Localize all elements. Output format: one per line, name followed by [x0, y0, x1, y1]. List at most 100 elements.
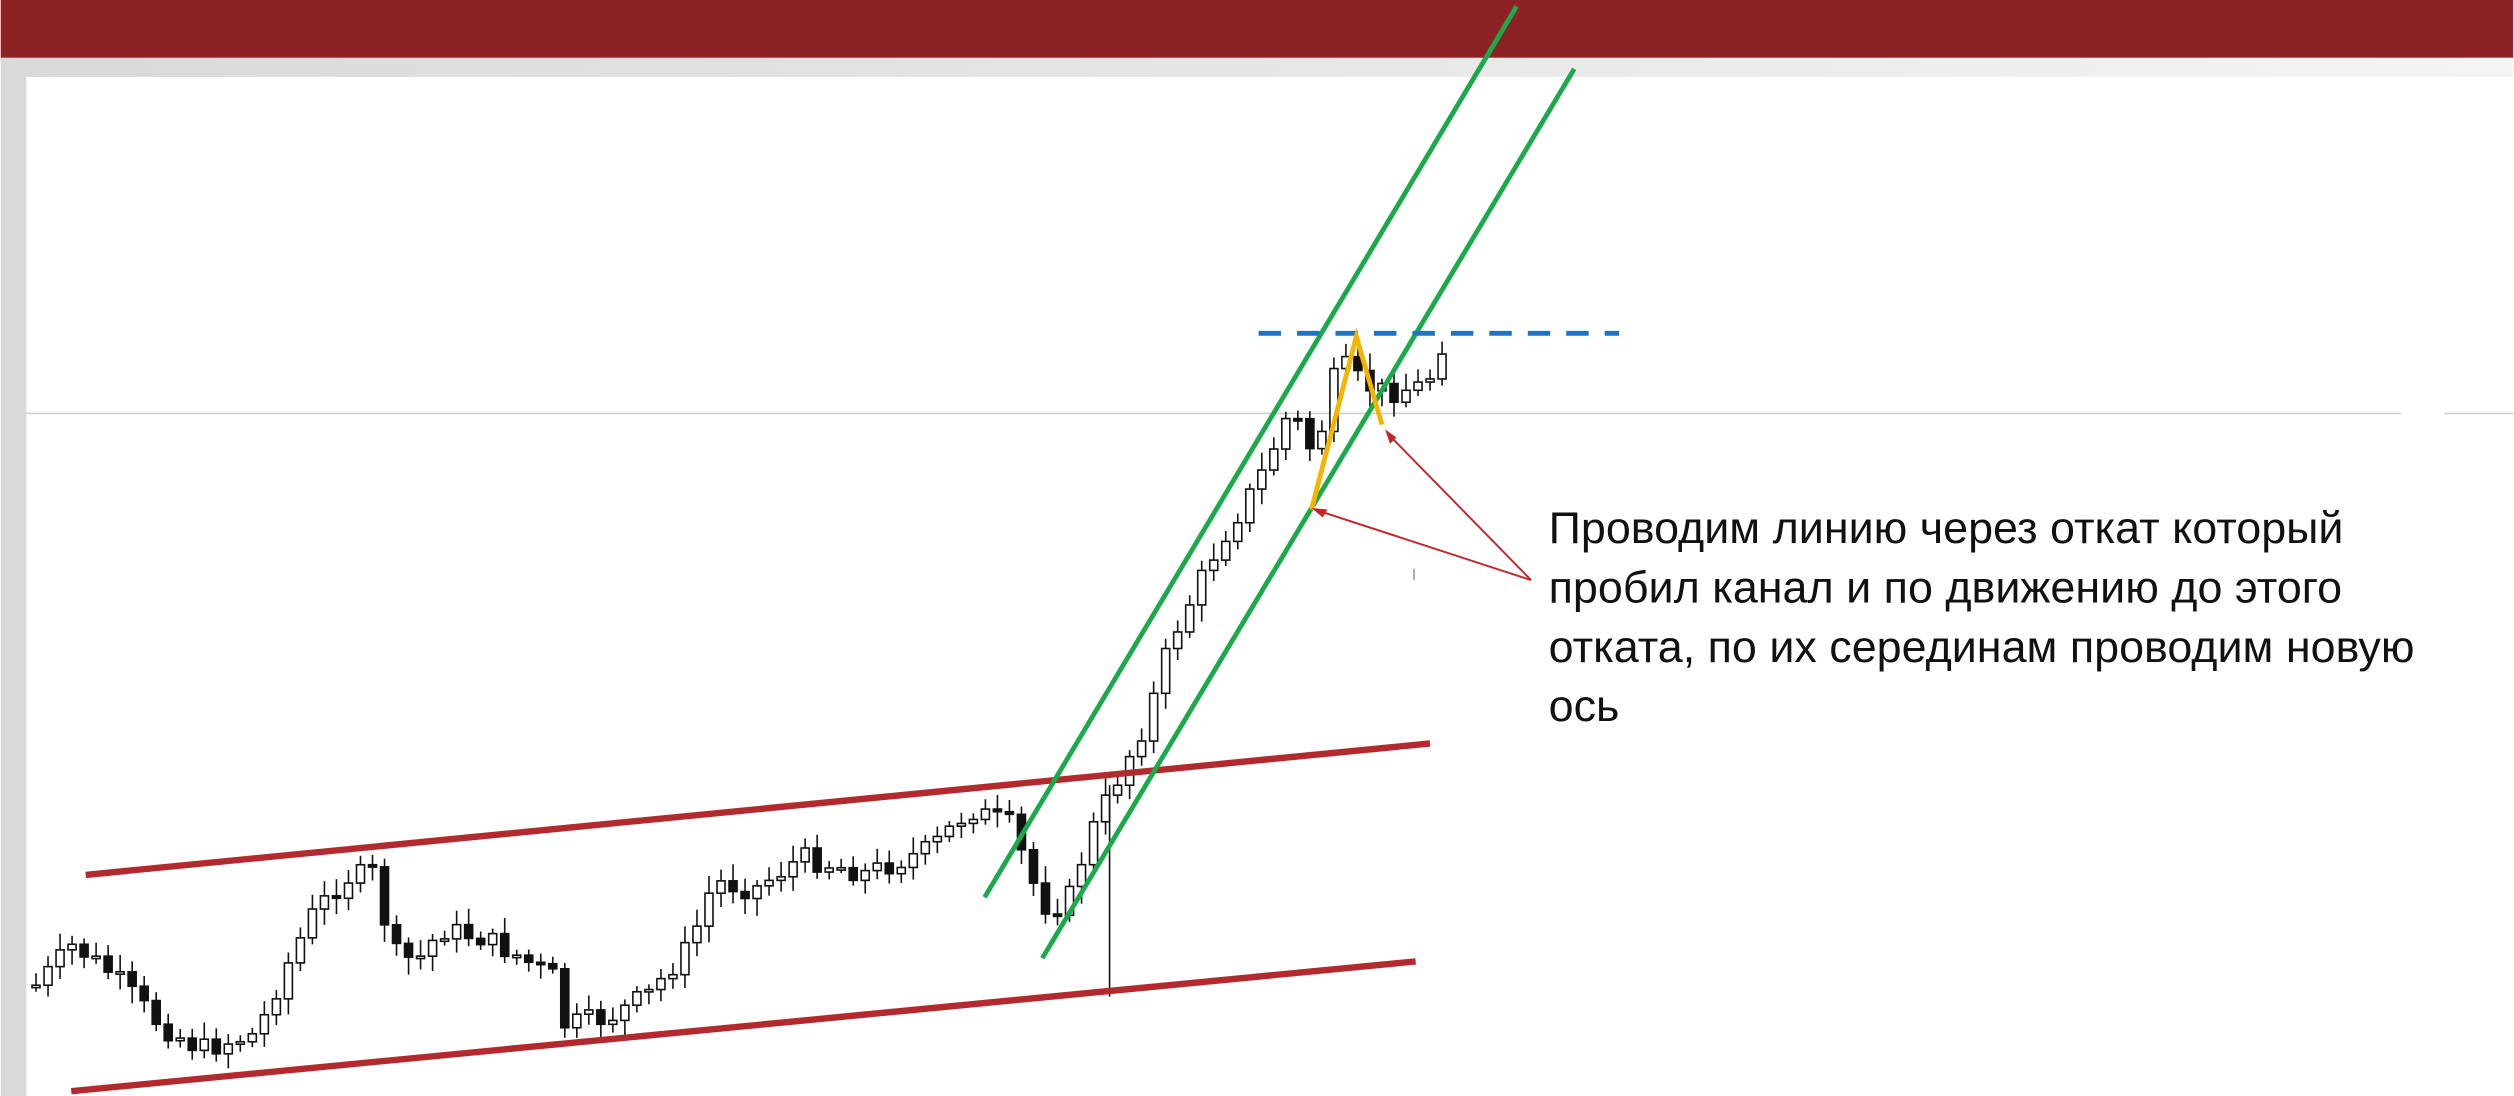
candle-body: [247, 1032, 258, 1043]
candle-body: [1100, 794, 1111, 823]
candle-body: [1389, 382, 1399, 404]
candle-body: [523, 954, 534, 964]
content-panel: [26, 76, 2514, 1096]
candle-body: [1220, 540, 1231, 561]
candle-body: [439, 938, 450, 943]
candle-body: [211, 1038, 222, 1055]
candle-body: [487, 932, 498, 946]
candle-body: [608, 1019, 618, 1026]
annotation-line: отката, по их серединам проводим новую: [1549, 621, 2415, 672]
candle-body: [223, 1043, 234, 1055]
channel-upper: [85, 740, 1431, 879]
candle-body: [1305, 417, 1315, 450]
annotation-line: Проводим линию через откат который: [1549, 502, 2344, 553]
candle-body: [403, 942, 414, 958]
candle-body: [55, 949, 65, 968]
candle-body: [259, 1013, 270, 1035]
candle-body: [860, 869, 871, 882]
candle-body: [1148, 692, 1159, 742]
candle-body: [1232, 521, 1243, 543]
candle-body: [103, 955, 113, 973]
candle-body: [271, 998, 282, 1016]
candle-body: [788, 861, 798, 878]
candle-body: [944, 825, 955, 838]
candle-body: [1076, 863, 1087, 888]
candle-body: [1196, 569, 1207, 606]
candle-body: [836, 866, 846, 871]
candle-body: [884, 862, 895, 875]
candle-body: [1244, 488, 1255, 524]
candle-body: [79, 943, 89, 958]
candle-body: [295, 937, 306, 964]
candle-body: [1317, 430, 1327, 450]
candle-body: [1184, 604, 1195, 633]
candle-body: [992, 808, 1003, 813]
candle-body: [1401, 389, 1411, 404]
candle-body: [1257, 469, 1267, 490]
candle-body: [656, 977, 666, 991]
candle-body: [1281, 417, 1291, 450]
candle-body: [199, 1038, 210, 1052]
candle-body: [31, 984, 41, 989]
candle-body: [163, 1023, 174, 1042]
candle-body: [596, 1009, 606, 1026]
candle-body: [1208, 559, 1219, 572]
candle-body: [1269, 448, 1279, 471]
candle-body: [235, 1040, 246, 1045]
candle-body: [331, 895, 342, 900]
candle-body: [740, 890, 750, 900]
channel-lower: [70, 958, 1416, 1095]
candle-body: [1052, 913, 1063, 918]
candle-body: [1413, 381, 1423, 392]
candle-body: [620, 1004, 630, 1022]
candle-body: [283, 962, 294, 1000]
candle-body: [848, 866, 859, 882]
candle-body: [187, 1037, 198, 1052]
new-channel-upper: [982, 5, 1519, 899]
candle-body: [355, 863, 366, 884]
candle-body: [752, 885, 762, 900]
header-bar: [0, 0, 2514, 58]
candle-body: [43, 965, 53, 987]
candle-body: [547, 962, 558, 970]
candle-body: [716, 880, 726, 894]
candle-body: [1437, 353, 1447, 380]
candle-body: [91, 955, 101, 960]
candle-body: [1136, 740, 1147, 758]
pointer-arrow: [1314, 508, 1532, 581]
candle-body: [559, 967, 570, 1029]
candle-body: [956, 822, 967, 828]
candle-body: [1112, 784, 1123, 796]
candle-body: [1293, 417, 1303, 422]
candle-body: [175, 1037, 186, 1042]
candle-body: [932, 835, 943, 843]
candle-body: [824, 867, 834, 873]
candle-body: [475, 937, 486, 946]
candle-body: [451, 923, 462, 940]
candle-body: [535, 961, 546, 966]
candle-body: [427, 939, 438, 957]
candle-body: [307, 908, 318, 939]
candle-body: [920, 840, 931, 855]
candle-body: [1004, 810, 1015, 816]
candle-body: [584, 1009, 594, 1015]
candle-body: [776, 875, 786, 882]
candle-body: [319, 895, 330, 910]
candle-body: [764, 879, 774, 887]
candle-body: [379, 866, 390, 926]
candle-body: [127, 971, 137, 988]
candle-body: [391, 924, 402, 945]
pullback-zigzag: [1309, 327, 1385, 511]
candle-body: [343, 882, 354, 900]
candle-body: [1040, 882, 1051, 915]
candle-body: [499, 932, 510, 958]
candle-body: [800, 847, 810, 863]
candle-body: [704, 892, 714, 927]
new-channel-lower: [1040, 67, 1577, 960]
candle-body: [1425, 378, 1435, 383]
candle-body: [1088, 820, 1099, 866]
candle-body: [415, 955, 426, 960]
candle-body: [632, 990, 642, 1006]
candle-body: [139, 985, 149, 1002]
